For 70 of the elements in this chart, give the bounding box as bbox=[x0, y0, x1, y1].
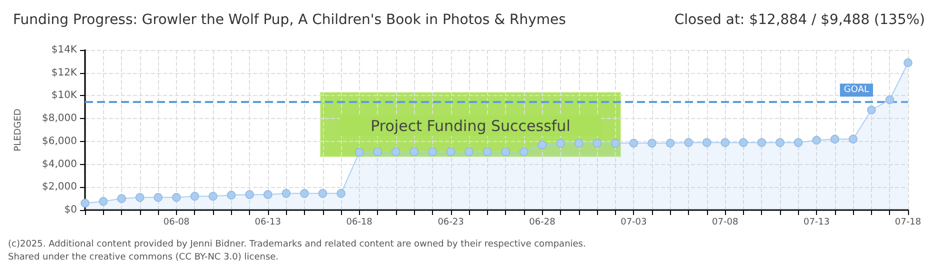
y-tick-label: $12K bbox=[51, 67, 78, 78]
point bbox=[776, 138, 784, 147]
point bbox=[885, 95, 894, 104]
y-tick-label: $10K bbox=[51, 90, 78, 102]
y-tick-label: $0 bbox=[64, 204, 77, 216]
point bbox=[136, 193, 144, 202]
x-tick-label: 06-18 bbox=[346, 218, 373, 228]
x-tick-label: 07-18 bbox=[894, 218, 922, 228]
point bbox=[373, 147, 382, 156]
point bbox=[226, 190, 236, 200]
point bbox=[812, 136, 821, 145]
point bbox=[592, 138, 602, 148]
point bbox=[172, 193, 181, 202]
point bbox=[611, 138, 620, 148]
point bbox=[739, 138, 748, 147]
point bbox=[757, 138, 766, 147]
banner-text: Project Funding Successful bbox=[340, 116, 601, 136]
point bbox=[794, 138, 803, 147]
point bbox=[117, 194, 126, 203]
point bbox=[574, 138, 584, 148]
point bbox=[464, 147, 474, 156]
x-tick-label: 06-08 bbox=[163, 218, 190, 228]
text: Shared under the creative commons (CC BY-NC 3.0) license. bbox=[8, 252, 279, 262]
point bbox=[245, 190, 254, 199]
point bbox=[208, 192, 218, 201]
point bbox=[501, 147, 510, 156]
y-tick-label: $2,000 bbox=[42, 182, 77, 193]
point bbox=[720, 138, 730, 147]
y-axis-title: PLEDGED bbox=[14, 108, 24, 152]
point bbox=[190, 192, 200, 201]
point bbox=[354, 148, 364, 157]
x-tick-label: 07-03 bbox=[620, 218, 647, 228]
point bbox=[336, 189, 346, 198]
text: (c)2025. Additional content provided by Jenni Bidner. Trademarks and related content are owned by their respective companies. bbox=[8, 240, 586, 250]
point bbox=[904, 58, 912, 68]
point bbox=[648, 138, 656, 148]
y-tick-label: $4,000 bbox=[42, 158, 77, 170]
point bbox=[446, 147, 456, 156]
point bbox=[428, 147, 437, 156]
point bbox=[80, 198, 90, 208]
point bbox=[282, 189, 291, 198]
point bbox=[154, 193, 163, 202]
point bbox=[702, 138, 712, 147]
x-tick-label: 06-28 bbox=[529, 218, 556, 228]
point bbox=[538, 140, 547, 150]
y-tick-label: $6,000 bbox=[42, 136, 77, 147]
point bbox=[867, 106, 876, 114]
point bbox=[556, 138, 565, 148]
y-tick-label: $14K bbox=[51, 44, 78, 56]
point bbox=[848, 134, 858, 144]
point bbox=[300, 189, 309, 198]
ref-line-label: GOAL bbox=[844, 85, 869, 96]
chart-subtitle: Closed at: $12,884 / $9,488 (135%) bbox=[674, 12, 926, 28]
point bbox=[830, 134, 840, 144]
point bbox=[392, 147, 400, 156]
point bbox=[98, 197, 108, 206]
x-tick-label: 07-13 bbox=[803, 218, 830, 228]
point bbox=[629, 138, 638, 148]
point bbox=[666, 138, 675, 148]
point bbox=[264, 190, 272, 199]
x-tick-label: 06-13 bbox=[254, 218, 281, 228]
point bbox=[318, 189, 328, 198]
chart-title: Funding Progress: Growler the Wolf Pup, A Children's Book in Photos & Rhymes bbox=[13, 12, 566, 28]
x-tick-label: 07-08 bbox=[712, 218, 738, 228]
y-tick-label: $8,000 bbox=[42, 113, 77, 124]
point bbox=[410, 147, 419, 156]
x-tick-label: 06-23 bbox=[438, 218, 464, 228]
point bbox=[483, 147, 492, 156]
point bbox=[520, 147, 528, 156]
point bbox=[684, 138, 693, 147]
